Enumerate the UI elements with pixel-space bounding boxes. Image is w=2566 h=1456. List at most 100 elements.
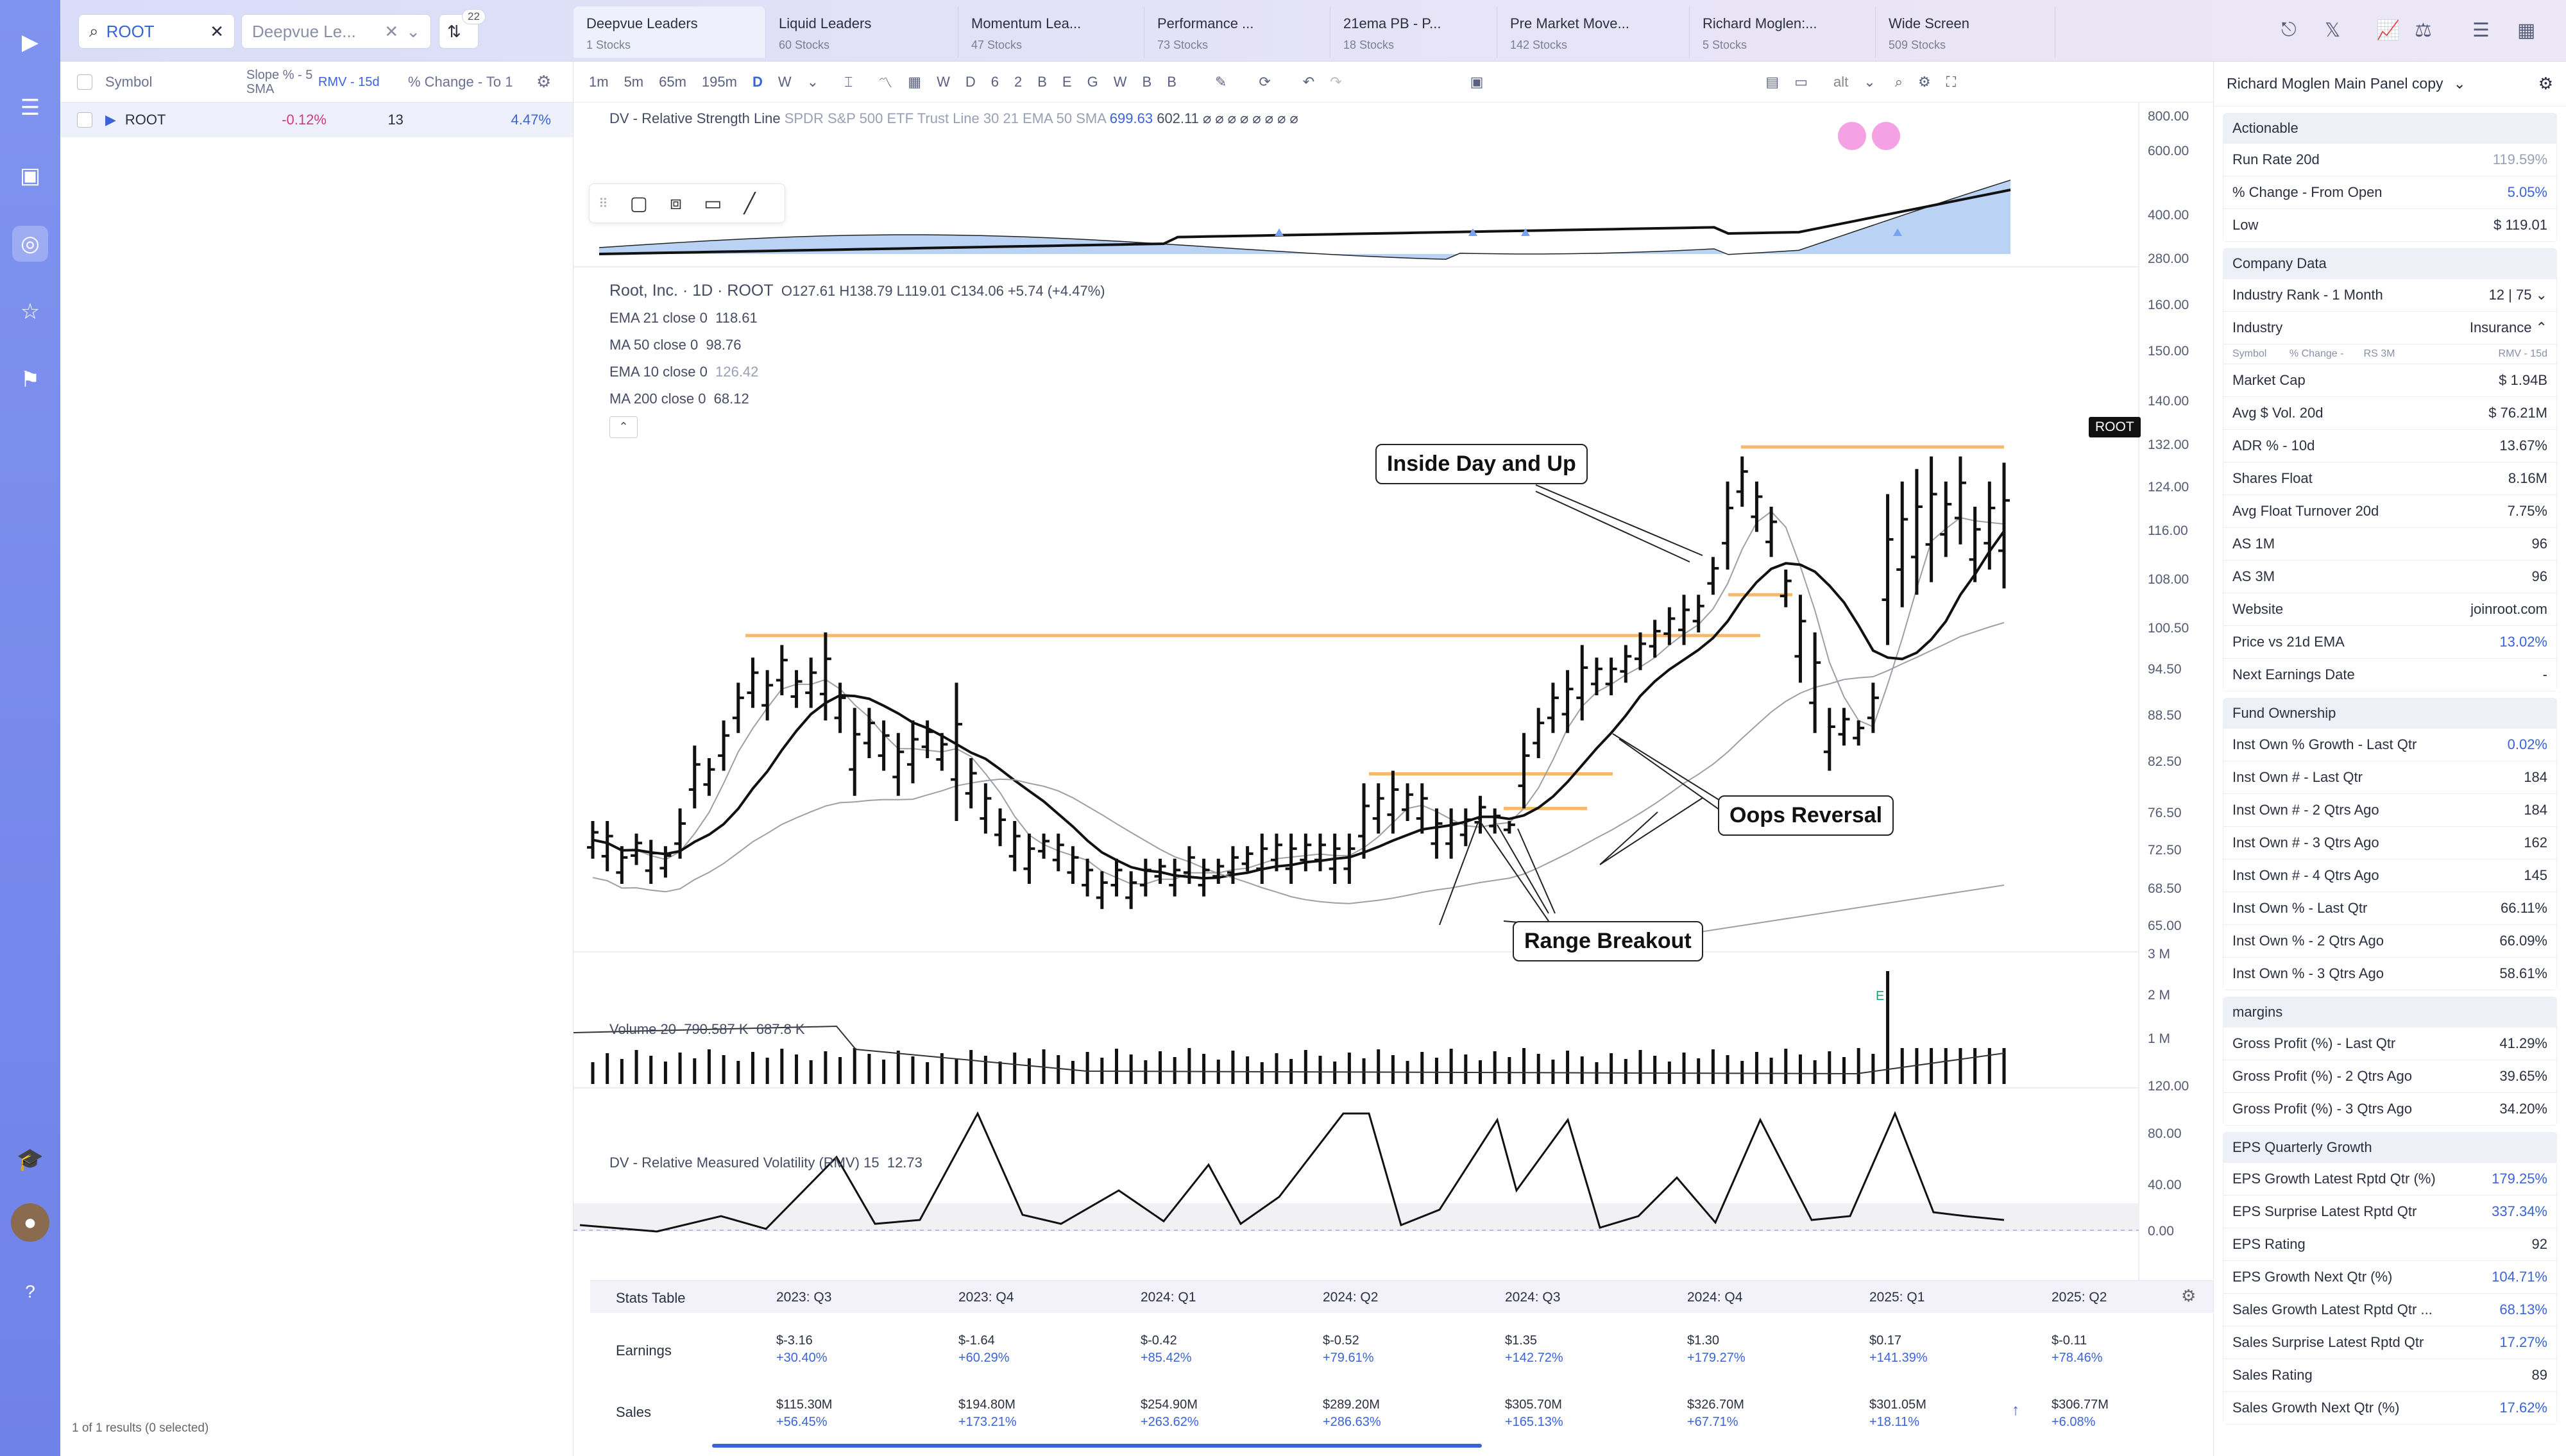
annotation-inside-day[interactable]: Inside Day and Up (1375, 444, 1588, 484)
undo-icon[interactable]: ↶ (1302, 73, 1315, 90)
stats-col-header: 2025: Q1 (1869, 1290, 1925, 1305)
tab-4[interactable]: 21ema PB - P... 18 Stocks (1330, 6, 1497, 58)
gear-icon[interactable]: ⚙ (536, 72, 552, 91)
section-header[interactable]: Company Data (2223, 249, 2556, 278)
chevron-down-icon[interactable]: ⌄ (1864, 73, 1876, 90)
stats-scrollbar[interactable] (712, 1444, 1482, 1448)
layout-w[interactable]: W (937, 73, 950, 90)
gear-icon[interactable]: ⚙ (2181, 1286, 2196, 1305)
tab-sub: 5 Stocks (1703, 38, 1747, 51)
interval-d[interactable]: D (752, 73, 763, 90)
indicator-icon[interactable]: 〽 (878, 74, 893, 91)
interval-1m[interactable]: 1m (589, 73, 609, 90)
section-header[interactable]: Fund Ownership (2223, 698, 2556, 728)
candle-tool-icon[interactable]: ⧈ (670, 192, 683, 214)
close-icon[interactable]: ✕ (384, 21, 399, 41)
symbol-search[interactable]: ⌕ ROOT ✕ (78, 14, 235, 49)
chevron-down-icon[interactable]: ⌄ (406, 21, 420, 41)
section-header[interactable]: margins (2223, 997, 2556, 1027)
x-icon[interactable]: 𝕏 (2325, 20, 2341, 41)
rectangle-tool-icon[interactable]: ▢ (629, 192, 649, 214)
template-icon[interactable]: ▦ (908, 73, 922, 90)
stats-sales-cell: $254.90M +263.62% (1141, 1398, 1199, 1429)
tab-2[interactable]: Momentum Lea... 47 Stocks (958, 6, 1144, 58)
collapse-legend-button[interactable]: ⌃ (609, 416, 638, 438)
gear-icon[interactable]: ⚙ (2538, 74, 2553, 93)
line-tool-icon[interactable]: ╱ (743, 192, 756, 214)
tag-icon[interactable]: ⚑ (20, 368, 40, 392)
annotation-oops-reversal[interactable]: Oops Reversal (1718, 795, 1894, 836)
chevron-down-icon[interactable]: ⌄ (806, 73, 819, 90)
screens-icon[interactable]: ▣ (19, 164, 41, 188)
tab-6[interactable]: Richard Moglen:... 5 Stocks (1690, 6, 1876, 58)
layout-e[interactable]: E (1062, 73, 1072, 90)
layout-6[interactable]: 6 (990, 73, 999, 90)
col-change[interactable]: % Change - To 1 (408, 73, 513, 90)
interval-195m[interactable]: 195m (701, 73, 737, 90)
layout-2[interactable]: 2 (1014, 73, 1023, 90)
save-icon[interactable]: ▤ (1765, 73, 1780, 90)
tab-7[interactable]: Wide Screen 509 Stocks (1876, 6, 2055, 58)
col-symbol[interactable]: Symbol (105, 73, 153, 90)
list-view-icon[interactable]: ☰ (2472, 20, 2490, 41)
tab-1[interactable]: Liquid Leaders 60 Stocks (766, 6, 958, 58)
help-icon[interactable]: ? (25, 1282, 35, 1301)
layout-icon[interactable]: ⚖ (2415, 20, 2432, 41)
chevron-down-icon[interactable]: ⌄ (2453, 75, 2466, 92)
logo-icon[interactable]: ▶ (21, 30, 39, 55)
comment-tool-icon[interactable]: ▭ (704, 192, 722, 214)
avatar[interactable]: ● (11, 1203, 49, 1242)
layout-g[interactable]: G (1087, 73, 1098, 90)
layout-b[interactable]: B (1037, 73, 1047, 90)
fullscreen-icon[interactable]: ⛶ (1946, 73, 1957, 90)
interval-w[interactable]: W (777, 73, 792, 90)
section-header[interactable]: EPS Quarterly Growth (2223, 1133, 2556, 1162)
stats-row-sales: Sales (616, 1404, 652, 1420)
zoom-icon[interactable]: ⌕ (1894, 73, 1903, 90)
calendar-icon[interactable]: ▣ (1470, 73, 1484, 90)
crosshair-icon[interactable]: ⌶ (844, 73, 853, 90)
search-input[interactable]: ROOT (106, 21, 155, 41)
mode-select[interactable]: alt (1833, 73, 1849, 90)
panel-title[interactable]: Richard Moglen Main Panel copy (2227, 75, 2443, 92)
menu-icon[interactable]: ☰ (20, 96, 40, 120)
section-header[interactable]: Actionable (2223, 114, 2556, 143)
layout-b2[interactable]: B (1142, 73, 1152, 90)
eraser-icon[interactable]: ✎ (1214, 73, 1227, 90)
price-tick: 100.50 (2148, 621, 2189, 636)
interval-65m[interactable]: 65m (659, 73, 686, 90)
layout-w2[interactable]: W (1113, 73, 1127, 90)
price-chart[interactable] (574, 62, 2213, 1280)
chart-icon[interactable]: 📈 (2376, 20, 2400, 41)
tab-0[interactable]: Deepvue Leaders 1 Stocks (574, 6, 766, 58)
select-all-checkbox[interactable] (77, 74, 92, 90)
gear-icon[interactable]: ⚙ (1918, 73, 1931, 90)
col-slope[interactable]: Slope % - 5 SMA (246, 67, 313, 96)
star-icon[interactable]: ☆ (20, 300, 40, 324)
annotation-range-breakout[interactable]: Range Breakout (1513, 921, 1703, 961)
layout-d[interactable]: D (965, 73, 976, 90)
share-icon[interactable]: ⎋ (2281, 19, 2297, 40)
table-row[interactable]: ▶ ROOT -0.12% 13 4.47% (60, 103, 573, 137)
earnings-marker[interactable]: E (1876, 989, 1885, 1003)
redo-icon[interactable]: ↷ (1330, 73, 1342, 90)
close-icon[interactable]: ✕ (210, 21, 224, 41)
list-select[interactable]: Deepvue Le... ✕ ⌄ (241, 14, 431, 49)
folder-icon[interactable]: ▭ (1794, 73, 1808, 90)
layout-b3[interactable]: B (1167, 73, 1177, 90)
grid-view-icon[interactable]: ▦ (2517, 20, 2536, 41)
row-checkbox[interactable] (77, 112, 92, 128)
tab-5[interactable]: Pre Market Move... 142 Stocks (1497, 6, 1690, 58)
root-price-tag: ROOT (2089, 417, 2141, 437)
visibility-icons[interactable]: ⌀ ⌀ ⌀ ⌀ ⌀ ⌀ ⌀ ⌀ (1202, 110, 1298, 126)
chart-area[interactable]: 1m 5m 65m 195m D W ⌄ ⌶ 〽 ▦ W D 6 2 B E G… (574, 62, 2213, 1340)
drag-handle-icon[interactable]: ⠿ (599, 196, 608, 211)
sort-up-icon[interactable]: ↑ (2012, 1401, 2019, 1419)
col-rmv[interactable]: RMV - 15d (318, 74, 380, 89)
graduation-icon[interactable]: 🎓 (16, 1147, 44, 1172)
radar-icon[interactable]: ◎ (12, 226, 48, 262)
play-icon[interactable]: ▶ (105, 112, 116, 128)
tab-3[interactable]: Performance ... 73 Stocks (1144, 6, 1330, 58)
interval-5m[interactable]: 5m (624, 73, 644, 90)
refresh-icon[interactable]: ⟳ (1259, 73, 1271, 90)
